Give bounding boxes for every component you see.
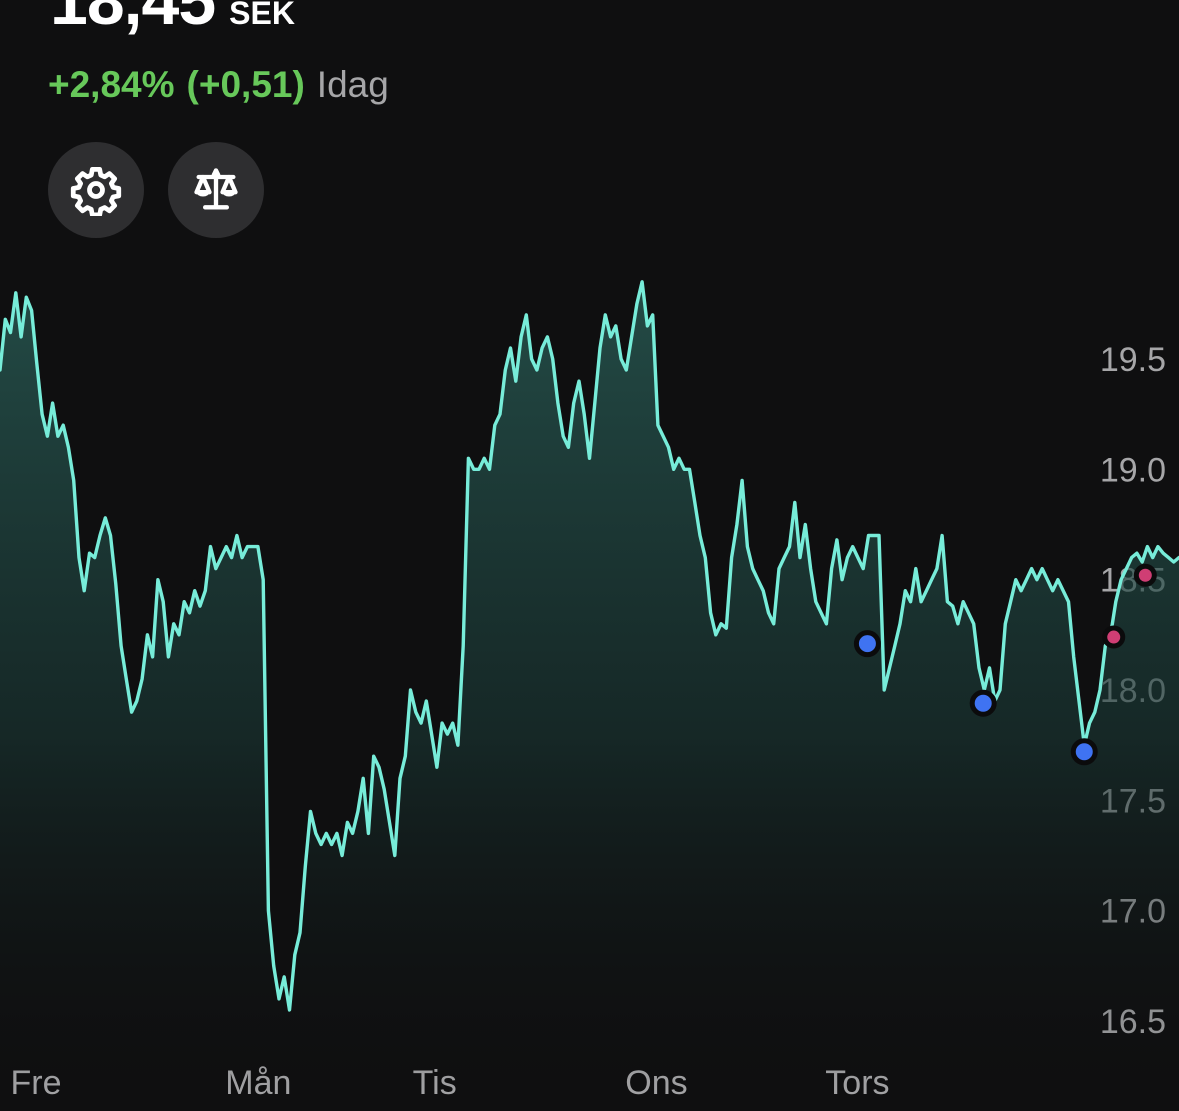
trade-markers: [853, 563, 1157, 766]
price-line: [0, 280, 1179, 1012]
price-change: +2,84% (+0,51) Idag: [48, 64, 389, 106]
y-tick-label: 19.5: [1100, 341, 1166, 379]
price-currency: SEK: [229, 0, 295, 31]
gear-icon: [70, 167, 122, 216]
price-header: 18,45 SEK: [50, 0, 295, 40]
change-period: Idag: [316, 64, 389, 105]
compare-button[interactable]: [168, 142, 264, 238]
scale-icon: [194, 168, 238, 210]
buy-marker[interactable]: [853, 630, 881, 658]
price-area: [0, 281, 1179, 1111]
change-absolute: (+0,51): [186, 64, 305, 105]
sell-marker[interactable]: [1133, 563, 1157, 587]
price-value: 18,45: [50, 0, 216, 39]
change-percent: +2,84%: [48, 64, 175, 105]
y-tick-label: 19.0: [1100, 451, 1166, 489]
buy-marker[interactable]: [969, 689, 997, 717]
sell-marker[interactable]: [1102, 625, 1126, 649]
buy-marker[interactable]: [1070, 738, 1098, 766]
settings-button[interactable]: [48, 142, 144, 238]
